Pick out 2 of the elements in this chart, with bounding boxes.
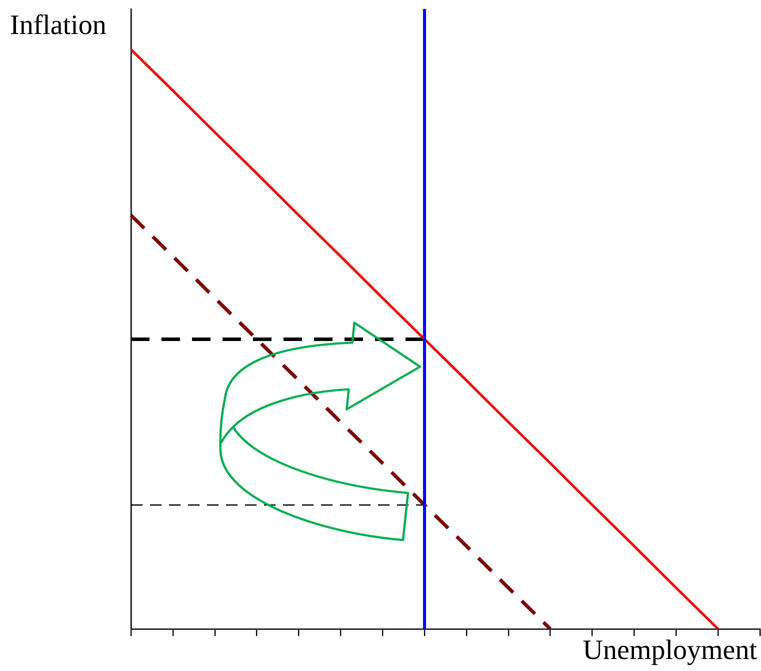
x-axis-title: Unemployment — [582, 635, 757, 666]
y-axis-title: Inflation — [10, 10, 106, 41]
